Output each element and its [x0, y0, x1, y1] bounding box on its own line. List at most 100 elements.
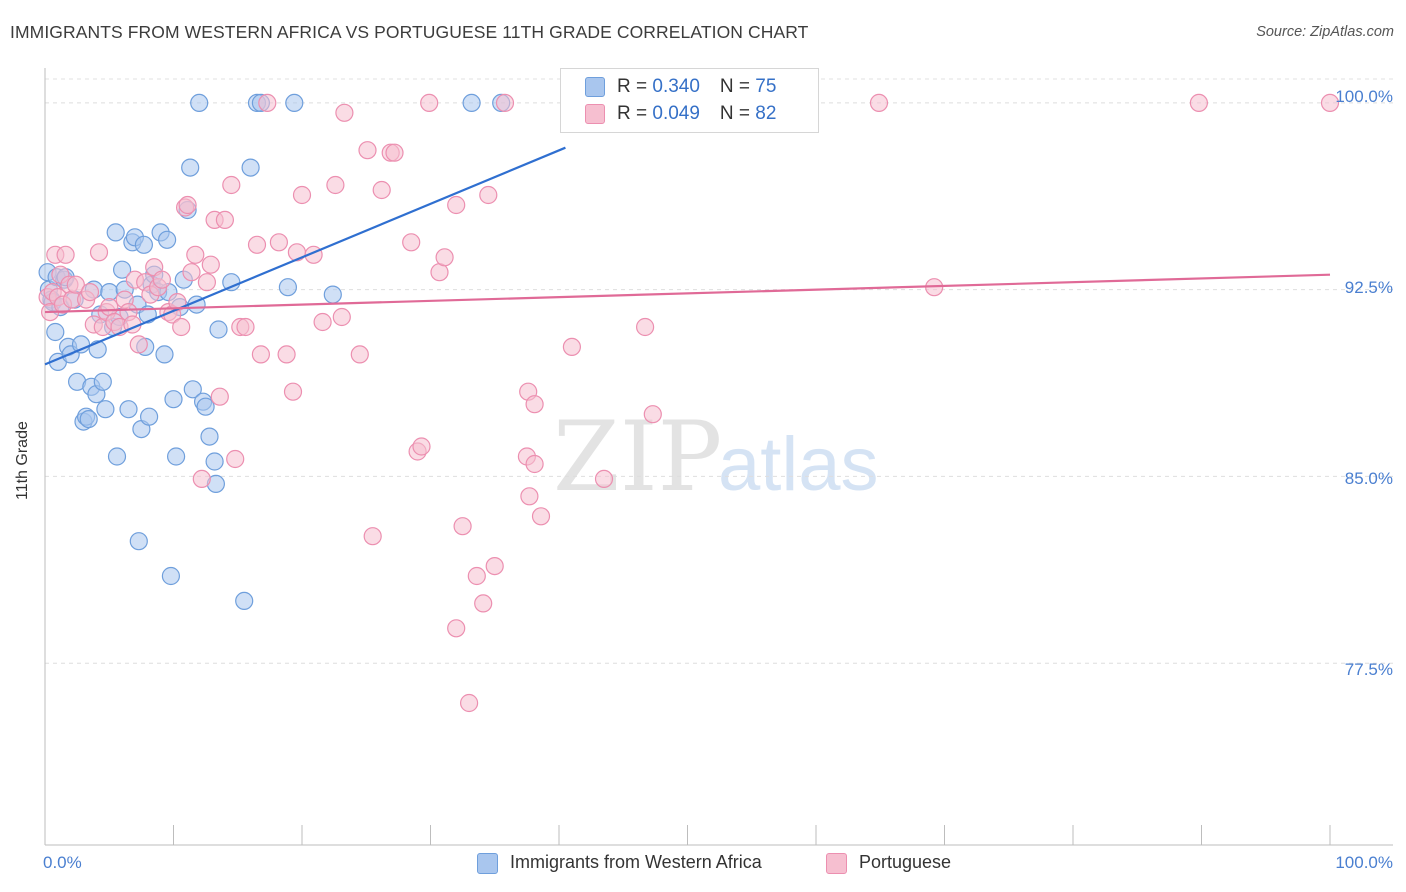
- point-blue-72: [323, 285, 342, 304]
- legend-text-blue: R = 0.340 N = 75: [617, 76, 776, 98]
- y-axis-label: 11th Grade: [14, 421, 31, 500]
- point-blue-41: [140, 407, 159, 426]
- watermark-atlas: atlas: [718, 422, 879, 507]
- point-blue-70: [278, 278, 297, 297]
- point-blue-17: [79, 410, 98, 429]
- point-pink-91: [460, 693, 479, 713]
- point-pink-87: [594, 469, 614, 488]
- point-blue-67: [241, 158, 260, 177]
- point-blue-64: [209, 320, 228, 339]
- watermark-zip: ZIP: [553, 401, 722, 513]
- x-tick-label-100: 100.0%: [1335, 853, 1393, 872]
- point-blue-32: [119, 400, 138, 419]
- point-pink-39: [197, 273, 216, 292]
- point-pink-14: [89, 243, 109, 262]
- point-pink-88: [635, 317, 655, 337]
- point-pink-48: [247, 235, 267, 254]
- y-tick-label-77-5: 77.5%: [1344, 660, 1393, 679]
- point-blue-61: [200, 427, 219, 446]
- point-pink-54: [287, 243, 306, 262]
- point-pink-72: [435, 248, 454, 267]
- point-pink-82: [520, 487, 539, 506]
- legend-n-value: 82: [755, 103, 777, 124]
- point-blue-46: [155, 345, 174, 364]
- legend-swatch-portuguese: [826, 853, 847, 874]
- legend-label-western-africa: Immigrants from Western Africa: [510, 852, 762, 872]
- point-pink-44: [222, 175, 241, 195]
- point-pink-76: [474, 594, 493, 613]
- point-pink-89: [643, 405, 662, 424]
- legend-r-label: R =: [617, 76, 653, 97]
- point-pink-64: [372, 180, 391, 200]
- point-pink-57: [313, 312, 332, 332]
- point-pink-53: [283, 382, 303, 401]
- trend-line-blue: [44, 146, 566, 366]
- point-pink-73: [447, 195, 466, 215]
- point-blue-55: [181, 158, 200, 177]
- point-pink-83: [525, 395, 544, 414]
- y-tick-label-92-5: 92.5%: [1344, 278, 1393, 297]
- series-legend: Immigrants from Western Africa Portugues…: [0, 852, 1406, 878]
- legend-swatch-western-africa: [477, 853, 498, 874]
- point-blue-28: [107, 447, 127, 466]
- point-pink-77: [479, 185, 498, 205]
- point-pink-51: [269, 233, 288, 252]
- point-pink-40: [201, 255, 220, 274]
- point-blue-50: [164, 390, 183, 409]
- point-pink-50: [258, 93, 277, 113]
- point-blue-49: [161, 566, 180, 586]
- point-blue-24: [96, 400, 115, 419]
- point-pink-84: [531, 507, 551, 526]
- trend-line-pink: [44, 273, 1331, 314]
- legend-r-label: R =: [617, 103, 653, 124]
- point-blue-56: [183, 380, 202, 399]
- point-pink-49: [251, 345, 270, 364]
- point-blue-23: [93, 372, 112, 391]
- point-pink-69: [412, 437, 431, 456]
- point-pink-67: [402, 233, 421, 252]
- point-pink-55: [292, 185, 312, 205]
- point-pink-66: [385, 143, 404, 162]
- point-pink-24: [129, 335, 148, 354]
- point-pink-60: [335, 103, 354, 122]
- point-pink-61: [350, 345, 369, 364]
- point-pink-94: [1189, 93, 1209, 113]
- x-tick-label-0: 0.0%: [43, 853, 82, 872]
- point-blue-62: [205, 452, 224, 471]
- legend-r-value: 0.340: [652, 76, 700, 97]
- point-blue-47: [158, 230, 177, 249]
- point-pink-92: [869, 93, 889, 113]
- point-pink-52: [277, 345, 296, 364]
- legend-swatch-pink: [585, 104, 605, 124]
- point-pink-7: [56, 245, 75, 264]
- point-pink-86: [562, 337, 582, 356]
- point-pink-38: [192, 469, 211, 488]
- point-blue-27: [106, 223, 125, 242]
- point-blue-60: [196, 397, 215, 416]
- point-pink-95: [1320, 93, 1340, 113]
- point-pink-37: [186, 245, 205, 264]
- y-tick-label-100: 100.0%: [1335, 87, 1393, 106]
- legend-text-pink: R = 0.049 N = 82: [617, 103, 776, 125]
- y-tick-label-85: 85.0%: [1344, 469, 1393, 488]
- point-blue-38: [134, 235, 153, 254]
- point-blue-71: [285, 93, 304, 113]
- point-pink-33: [172, 317, 191, 337]
- source-label: Source: ZipAtlas.com: [1256, 24, 1394, 40]
- point-pink-78: [485, 556, 504, 576]
- point-pink-74: [453, 517, 472, 536]
- point-pink-62: [358, 141, 377, 160]
- point-pink-43: [215, 210, 234, 229]
- legend-n-value: 75: [755, 76, 777, 97]
- legend-r-value: 0.049: [652, 103, 700, 124]
- point-blue-4: [46, 322, 65, 342]
- point-pink-63: [363, 527, 382, 546]
- point-pink-75: [467, 566, 486, 586]
- point-blue-73: [462, 93, 481, 113]
- point-pink-58: [326, 175, 345, 195]
- point-pink-35: [178, 195, 197, 215]
- legend-n-label: N =: [719, 103, 756, 124]
- legend-label-portuguese: Portuguese: [859, 852, 952, 872]
- legend-swatch-blue: [585, 77, 605, 97]
